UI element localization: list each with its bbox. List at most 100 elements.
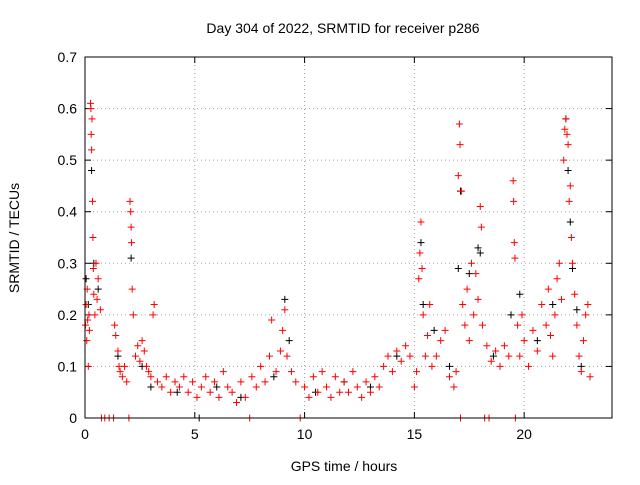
data-point-plus: [562, 115, 570, 123]
data-point-plus: [476, 249, 484, 257]
data-point-plus: [421, 352, 429, 360]
data-point-plus: [327, 393, 335, 401]
data-point-plus: [136, 357, 144, 365]
data-point-plus: [112, 331, 120, 339]
data-point-plus: [127, 254, 135, 262]
data-point-plus: [516, 290, 524, 298]
data-point-plus: [461, 321, 469, 329]
data-point-plus: [276, 347, 284, 355]
data-point-plus: [415, 275, 423, 283]
data-point-plus: [88, 115, 96, 123]
data-point-plus: [162, 373, 170, 381]
data-point-plus: [452, 368, 460, 376]
data-point-plus: [114, 347, 122, 355]
data-point-plus: [287, 368, 295, 376]
data-point-plus: [358, 393, 366, 401]
data-point-plus: [228, 388, 236, 396]
tick-labels: 0 5 10 15 20 0 0.1 0.2 0.3 0.4 0.5 0.6 0.7: [58, 49, 533, 442]
x-tick-label: 20: [516, 426, 532, 442]
data-point-plus: [397, 357, 405, 365]
data-point-plus: [568, 259, 576, 267]
data-point-plus: [83, 337, 91, 345]
data-point-plus: [336, 388, 344, 396]
data-point-plus: [566, 182, 574, 190]
data-point-plus: [82, 275, 90, 283]
data-point-plus: [496, 362, 504, 370]
data-point-plus: [82, 301, 90, 309]
data-point-plus: [553, 275, 561, 283]
data-point-plus: [85, 311, 93, 319]
data-point-plus: [470, 311, 478, 319]
data-point-plus: [417, 218, 425, 226]
data-point-plus: [500, 342, 508, 350]
data-point-plus: [505, 352, 513, 360]
data-point-plus: [93, 295, 101, 303]
data-point-plus: [237, 378, 245, 386]
data-point-plus: [257, 362, 265, 370]
data-point-plus: [309, 373, 317, 381]
data-point-plus: [388, 368, 396, 376]
data-point-plus: [265, 352, 273, 360]
data-point-plus: [529, 326, 537, 334]
data-point-plus: [472, 270, 480, 278]
data-point-plus: [478, 321, 486, 329]
data-point-plus: [158, 383, 166, 391]
y-tick-label: 0.2: [58, 307, 78, 323]
data-point-plus: [564, 141, 572, 149]
data-point-plus: [428, 362, 436, 370]
data-point-plus: [446, 373, 454, 381]
data-point-plus: [219, 368, 227, 376]
data-point-plus: [509, 177, 517, 185]
data-point-plus: [487, 357, 495, 365]
data-point-plus: [233, 399, 241, 407]
data-point-plus: [507, 311, 515, 319]
data-point-plus: [211, 378, 219, 386]
data-point-plus: [582, 311, 590, 319]
data-point-plus: [456, 141, 464, 149]
chart-title: Day 304 of 2022, SRMTID for receiver p28…: [206, 20, 479, 36]
data-point-plus: [184, 388, 192, 396]
data-point-plus: [416, 249, 424, 257]
y-tick-label: 0.6: [58, 101, 78, 117]
y-tick-label: 0.5: [58, 152, 78, 168]
data-point-plus: [555, 259, 563, 267]
data-point-plus: [586, 373, 594, 381]
data-point-plus: [175, 383, 183, 391]
data-point-plus: [134, 342, 142, 350]
data-point-plus: [285, 337, 293, 345]
data-point-plus: [542, 321, 550, 329]
data-point-plus: [149, 311, 157, 319]
data-point-plus: [283, 352, 291, 360]
data-point-plus: [437, 337, 445, 345]
data-point-plus: [353, 383, 361, 391]
data-point-plus: [89, 264, 97, 272]
data-point-plus: [483, 342, 491, 350]
data-point-plus: [340, 378, 348, 386]
data-point-plus: [547, 331, 555, 339]
x-tick-label: 0: [81, 426, 89, 442]
data-point-plus: [123, 378, 131, 386]
data-point-plus: [573, 306, 581, 314]
data-point-plus: [551, 311, 559, 319]
x-tick-label: 15: [407, 426, 423, 442]
data-point-plus: [560, 156, 568, 164]
data-point-plus: [94, 275, 102, 283]
data-point-plus: [301, 383, 309, 391]
data-point-plus: [393, 347, 401, 355]
data-point-plus: [510, 239, 518, 247]
data-point-plus: [380, 362, 388, 370]
data-point-plus: [128, 285, 136, 293]
data-point-plus: [202, 373, 210, 381]
y-tick-label: 0: [69, 410, 77, 426]
data-point-plus: [573, 321, 581, 329]
data-point-plus: [424, 331, 432, 339]
data-point-plus: [430, 326, 438, 334]
data-point-plus: [91, 311, 99, 319]
data-point-plus: [413, 368, 421, 376]
data-point-plus: [567, 234, 575, 241]
data-point-plus: [458, 187, 466, 195]
data-point-plus: [150, 301, 158, 309]
data-point-plus: [366, 388, 374, 396]
x-tick-label: 10: [297, 426, 313, 442]
